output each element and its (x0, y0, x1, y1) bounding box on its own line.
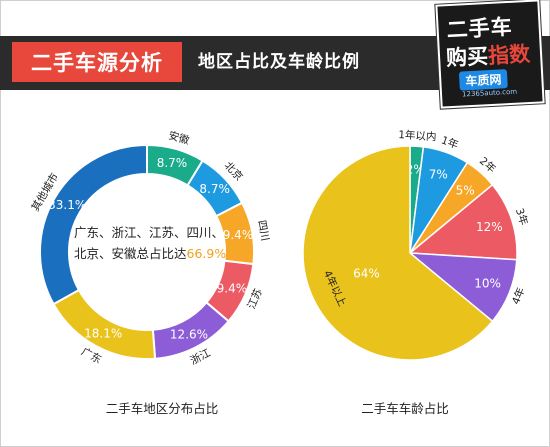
pie-category-label: 3年 (513, 207, 531, 227)
donut-value-label: 18.1% (84, 326, 122, 340)
pie-value-label: 10% (474, 277, 501, 291)
donut-value-label: 9.4% (217, 282, 248, 296)
pie-value-label: 7% (429, 167, 448, 181)
donut-value-label: 9.4% (223, 228, 254, 242)
donut-chart-region: 8.7%安徽8.7%北京9.4% 四川9.4%江苏12.6%浙江18.1%广东33… (29, 129, 271, 367)
donut-center-text: 广东、浙江、江苏、四川、北京、安徽总占比达 (74, 225, 225, 261)
pie-value-label: 64% (353, 267, 380, 281)
donut-value-label: 8.7% (157, 156, 188, 170)
donut-category-label: 四川 (255, 219, 271, 242)
page-title: 二手车源分析 (12, 42, 182, 82)
donut-value-label: 33.1% (48, 198, 86, 212)
pie-category-label: 4年 (509, 286, 527, 307)
pie-slice-5 (302, 145, 494, 361)
donut-category-label: 安徽 (167, 129, 191, 147)
donut-slice-6 (39, 143, 148, 306)
donut-value-label: 12.6% (170, 327, 208, 341)
pie-value-label: 12% (476, 220, 503, 234)
donut-slice-5 (52, 288, 157, 360)
pie-value-label: 5% (456, 183, 475, 197)
donut-center-highlight: 66.9% (186, 246, 227, 261)
donut-caption: 二手车地区分布占比 (105, 401, 219, 416)
donut-center-note: 广东、浙江、江苏、四川、北京、安徽总占比达66.9% (74, 222, 236, 264)
pie-category-label: 1年 (440, 133, 461, 151)
donut-value-label: 8.7% (199, 182, 230, 196)
pie-caption: 二手车车龄占比 (361, 401, 449, 416)
page-subtitle: 地区占比及车龄比例 (198, 52, 360, 72)
pie-category-label: 1年以内 (398, 128, 437, 143)
pie-slice-3 (408, 183, 518, 261)
